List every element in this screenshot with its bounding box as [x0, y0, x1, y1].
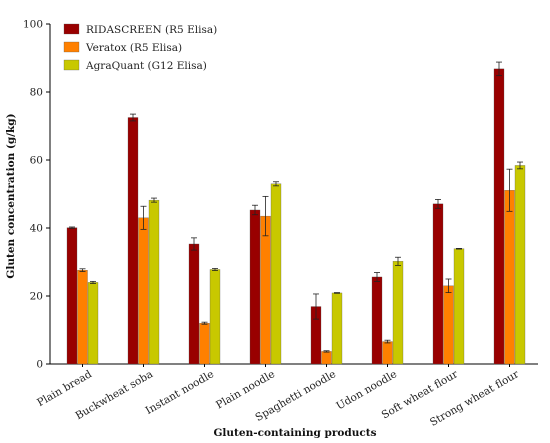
- bar: [138, 217, 149, 365]
- legend-swatch: [63, 59, 80, 71]
- error-bars: [69, 61, 523, 353]
- y-tick-label: 100: [23, 19, 43, 31]
- legend-swatch: [63, 41, 80, 53]
- x-tick-label: Instant noodle: [143, 368, 216, 417]
- bars: [66, 68, 526, 365]
- bar: [260, 215, 271, 365]
- bar: [188, 243, 200, 365]
- bar: [209, 269, 221, 365]
- y-tick-label: 40: [30, 223, 43, 235]
- bar: [443, 285, 454, 365]
- y-tick-label: 60: [30, 155, 43, 167]
- legend-label: RIDASCREEN (R5 Elisa): [86, 24, 217, 36]
- x-tick-label: Plain bread: [35, 368, 94, 409]
- y-tick-label: 0: [36, 359, 43, 371]
- bar: [504, 190, 515, 365]
- bar: [249, 209, 261, 365]
- bar: [331, 292, 343, 365]
- bar: [148, 199, 160, 365]
- bar: [87, 282, 99, 365]
- bar: [453, 248, 465, 365]
- y-tick-label: 20: [30, 291, 43, 303]
- legend-label: AgraQuant (G12 Elisa): [85, 60, 207, 72]
- bar: [321, 351, 332, 365]
- y-axis-title: Gluten concentration (g/kg): [5, 113, 17, 278]
- bar: [514, 165, 526, 365]
- bar: [77, 270, 88, 365]
- bar: [66, 227, 78, 365]
- bar: [371, 276, 383, 365]
- bar: [382, 341, 393, 365]
- bar: [270, 183, 282, 365]
- bar: [127, 117, 139, 365]
- bar: [199, 323, 210, 365]
- axes: [46, 23, 538, 367]
- y-tick-label: 80: [30, 87, 43, 99]
- legend-swatch: [63, 23, 80, 35]
- legend-label: Veratox (R5 Elisa): [85, 42, 182, 54]
- bar: [493, 68, 505, 365]
- x-axis-title: Gluten-containing products: [213, 427, 376, 439]
- legend: RIDASCREEN (R5 Elisa) Veratox (R5 Elisa) A…: [63, 23, 217, 72]
- bar: [392, 261, 404, 365]
- bar: [432, 203, 444, 365]
